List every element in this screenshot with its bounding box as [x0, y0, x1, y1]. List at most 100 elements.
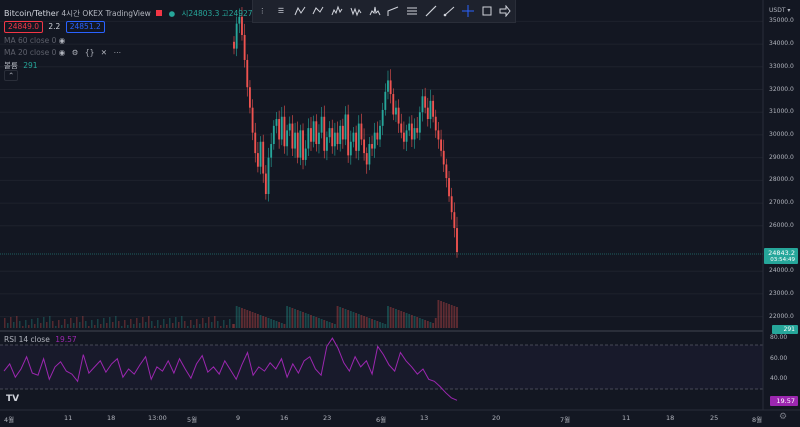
candle-countdown: 03:54:49 [770, 257, 795, 263]
volume-bar [402, 312, 405, 328]
rsi-current-tag: 19.57 [770, 396, 798, 406]
current-price-tag: 24843.2 03:54:49 [764, 248, 798, 264]
pattern-abcd-icon[interactable] [311, 4, 325, 18]
candle-body [233, 41, 235, 49]
volume-bar [448, 304, 450, 328]
candle-body [288, 123, 291, 131]
volume-bar [76, 317, 78, 328]
settings-icon[interactable]: ⚙ [71, 48, 79, 57]
volume-bar [445, 303, 448, 328]
volume-bar [389, 307, 392, 328]
trend-angle-icon[interactable] [386, 4, 400, 18]
volume-bar [196, 319, 198, 328]
volume-bar [10, 317, 12, 328]
eye-icon[interactable]: ◉ [58, 48, 66, 57]
volume-bar [43, 317, 45, 328]
volume-bar [46, 322, 48, 328]
candle-body [315, 121, 318, 145]
volume-bar [365, 317, 368, 328]
volume-bar [67, 324, 69, 328]
candle-body [418, 112, 421, 133]
volume-bar [432, 323, 435, 328]
collapse-legend-button[interactable]: ⌃ [4, 70, 19, 81]
volume-bar [453, 306, 456, 328]
settings-gear-icon[interactable]: ⚙ [779, 412, 788, 422]
interval-label[interactable]: 4시간 [61, 9, 80, 18]
rectangle-icon[interactable] [480, 4, 494, 18]
bid-price[interactable]: 24849.0 [4, 21, 44, 33]
volume-bar [97, 319, 99, 328]
volume-bar [19, 321, 21, 328]
volume-bar [262, 316, 265, 328]
volume-bar [323, 320, 326, 328]
volume-bar [413, 316, 416, 328]
volume-bar [106, 323, 108, 328]
ray-icon[interactable] [442, 4, 456, 18]
volume-bar [267, 318, 270, 328]
candle-body [384, 91, 387, 110]
volume-bar [310, 315, 312, 328]
volume-bar [339, 307, 342, 328]
price-axis-label: 26000.0 [769, 221, 794, 229]
head-shoulders-icon[interactable] [368, 4, 382, 18]
candle-body [296, 132, 299, 158]
symbol-name[interactable]: Bitcoin/Tether [4, 9, 59, 18]
time-axis-label: 11 [64, 414, 73, 422]
candle-body [248, 87, 251, 108]
price-axis-label: 35000.0 [769, 17, 794, 25]
volume-bar [61, 325, 63, 328]
rsi-legend[interactable]: RSI 14 close 19.57 [4, 335, 77, 344]
volume-legend[interactable]: 볼륨 291 [4, 60, 38, 71]
candle-body [235, 23, 238, 49]
ma1-legend[interactable]: MA 60 close 0 ◉ [4, 36, 69, 45]
candle-body [440, 139, 443, 151]
ask-price[interactable]: 24851.2 [65, 21, 105, 33]
volume-bar [318, 318, 320, 328]
volume-bar [349, 311, 352, 328]
eye-icon[interactable]: ◉ [58, 36, 66, 45]
source-label: TradingView [105, 9, 151, 18]
wave-pattern-icon[interactable] [349, 4, 363, 18]
volume-bar [13, 322, 15, 328]
fib-levels-icon[interactable] [405, 4, 419, 18]
volume-bar [408, 314, 411, 328]
volume-bar [320, 319, 323, 328]
time-axis-label: 4월 [4, 416, 15, 424]
volume-bar [259, 315, 262, 328]
volume-bar [357, 314, 360, 328]
candle-body [392, 94, 395, 115]
ma2-legend[interactable]: MA 20 close 0 ◉ ⚙ {} ✕ ⋯ [4, 48, 125, 57]
candle-body [325, 137, 328, 151]
crosshair-icon[interactable] [461, 4, 475, 18]
more-icon[interactable]: ⋯ [113, 48, 121, 57]
volume-bar [52, 321, 54, 328]
price-axis[interactable]: USDT ▾ 35000.0 34000.0 33000.0 32000.0 31000… [764, 0, 800, 410]
candle-body [246, 59, 249, 88]
source-code-icon[interactable]: {} [84, 48, 95, 57]
candle-body [365, 153, 368, 165]
symbol-legend: Bitcoin/Tether 4시간 OKEX TradingView ● 시2… [4, 8, 255, 19]
lines-menu-icon[interactable]: ☰ [277, 7, 285, 15]
flag-icon[interactable] [156, 10, 163, 16]
drag-handle-icon[interactable]: ⋮ [258, 7, 266, 15]
volume-bar [202, 318, 204, 328]
arrow-icon[interactable] [498, 4, 512, 18]
volume-bar [363, 316, 366, 328]
candle-body [341, 125, 344, 140]
volume-bar [450, 305, 453, 328]
candle-body [294, 132, 296, 149]
candle-body [299, 130, 302, 158]
pattern-xabcd-icon[interactable] [293, 4, 307, 18]
candle-body [336, 132, 339, 145]
volume-bar [124, 320, 126, 328]
close-icon[interactable]: ✕ [100, 48, 108, 57]
trend-line-icon[interactable] [424, 4, 438, 18]
volume-bar [73, 323, 75, 328]
elliott-wave-icon[interactable] [330, 4, 344, 18]
candle-body [267, 157, 270, 194]
currency-selector[interactable]: USDT ▾ [769, 7, 791, 14]
volume-bar [395, 309, 397, 328]
tradingview-logo[interactable]: TV [6, 394, 20, 404]
